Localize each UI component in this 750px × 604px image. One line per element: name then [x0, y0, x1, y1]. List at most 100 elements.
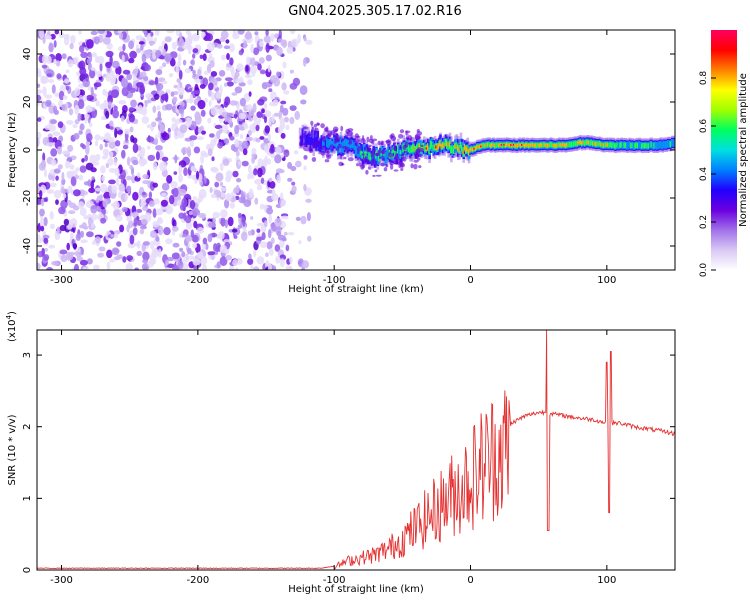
- noise-blob: [126, 175, 132, 181]
- signal-cell: [587, 140, 591, 145]
- noise-blob: [132, 191, 139, 201]
- noise-blob: [132, 68, 139, 75]
- noise-blob: [79, 66, 87, 76]
- noise-blob: [105, 50, 114, 58]
- noise-blob: [153, 37, 157, 42]
- colorbar-tick-label: 0.2: [699, 215, 709, 229]
- signal-speckle: [417, 157, 421, 161]
- signal-speckle: [398, 133, 404, 139]
- noise-blob: [148, 80, 156, 86]
- noise-blob: [155, 208, 164, 216]
- noise-blob: [238, 112, 247, 120]
- noise-blob: [43, 169, 48, 178]
- spectrogram-noise-layer: [37, 30, 313, 270]
- signal-speckle: [341, 137, 345, 141]
- noise-blob: [268, 248, 274, 256]
- noise-blob: [224, 77, 233, 82]
- signal-speckle: [336, 137, 342, 140]
- colorbar-ticks: 0.0 0.2 0.4 0.6 0.8: [699, 71, 716, 277]
- signal-cell: [628, 140, 632, 149]
- noise-blob: [37, 89, 43, 94]
- signal-speckle: [364, 155, 368, 161]
- noise-blob: [126, 73, 133, 81]
- noise-blob: [235, 78, 243, 84]
- noise-blob: [187, 173, 193, 179]
- signal-speckle: [310, 120, 314, 126]
- signal-cell: [501, 142, 505, 149]
- signal-cell: [354, 145, 358, 156]
- signal-cell: [368, 152, 371, 160]
- signal-cell: [467, 149, 471, 155]
- noise-blob: [281, 199, 287, 207]
- noise-blob: [257, 158, 264, 168]
- noise-blob: [107, 101, 113, 106]
- noise-blob: [115, 214, 123, 222]
- signal-cell: [387, 146, 390, 158]
- noise-blob: [126, 224, 130, 233]
- signal-cell: [568, 141, 572, 147]
- noise-blob: [282, 107, 289, 116]
- noise-blob: [254, 31, 259, 36]
- noise-blob: [98, 246, 106, 252]
- noise-blob: [94, 236, 101, 244]
- signal-cell: [461, 144, 464, 152]
- noise-blob: [179, 32, 183, 42]
- noise-blob: [77, 113, 82, 122]
- noise-blob: [65, 85, 70, 91]
- signal-speckle: [346, 130, 353, 137]
- noise-blob: [91, 213, 98, 221]
- noise-blob: [105, 61, 112, 68]
- noise-blob: [239, 97, 246, 107]
- noise-blob: [37, 251, 43, 258]
- noise-blob: [223, 138, 229, 144]
- noise-blob: [206, 33, 214, 42]
- noise-blob: [121, 78, 129, 88]
- signal-cell: [581, 141, 584, 146]
- signal-cell: [512, 143, 516, 146]
- noise-blob: [82, 94, 87, 102]
- signal-speckle: [299, 136, 303, 140]
- noise-blob: [133, 217, 138, 227]
- noise-blob: [74, 119, 80, 125]
- noise-blob: [46, 267, 54, 270]
- signal-speckle: [308, 145, 312, 151]
- noise-blob: [72, 243, 78, 249]
- noise-blob: [255, 137, 261, 143]
- noise-blob: [265, 252, 269, 257]
- noise-blob: [208, 82, 214, 91]
- noise-blob: [44, 94, 53, 99]
- signal-speckle: [374, 169, 378, 173]
- noise-blob: [150, 31, 154, 37]
- noise-blob: [49, 223, 55, 230]
- noise-blob: [177, 260, 184, 270]
- signal-cell: [630, 143, 633, 149]
- noise-blob: [67, 185, 73, 194]
- signal-speckle: [389, 162, 395, 165]
- noise-blob: [210, 71, 218, 77]
- signal-speckle: [371, 148, 377, 153]
- noise-blob: [42, 152, 46, 162]
- signal-speckle: [339, 154, 343, 160]
- noise-blob: [40, 197, 45, 207]
- noise-blob: [289, 105, 297, 111]
- signal-speckle: [389, 158, 392, 164]
- signal-cell: [491, 143, 494, 147]
- snr-series-line: [37, 330, 675, 570]
- noise-blob: [141, 106, 148, 116]
- signal-cell: [435, 145, 438, 149]
- noise-blob: [192, 48, 199, 54]
- noise-blob: [254, 197, 259, 205]
- noise-blob: [251, 73, 256, 77]
- noise-blob: [267, 229, 272, 239]
- signal-speckle: [372, 138, 378, 142]
- noise-blob: [158, 66, 163, 70]
- signal-cell: [484, 143, 487, 148]
- noise-blob: [45, 99, 52, 108]
- noise-blob: [74, 250, 83, 258]
- signal-speckle: [302, 126, 308, 130]
- noise-blob: [294, 110, 301, 120]
- noise-blob: [178, 69, 183, 80]
- noise-blob: [129, 50, 138, 59]
- signal-speckle: [313, 123, 317, 128]
- noise-blob: [186, 117, 192, 122]
